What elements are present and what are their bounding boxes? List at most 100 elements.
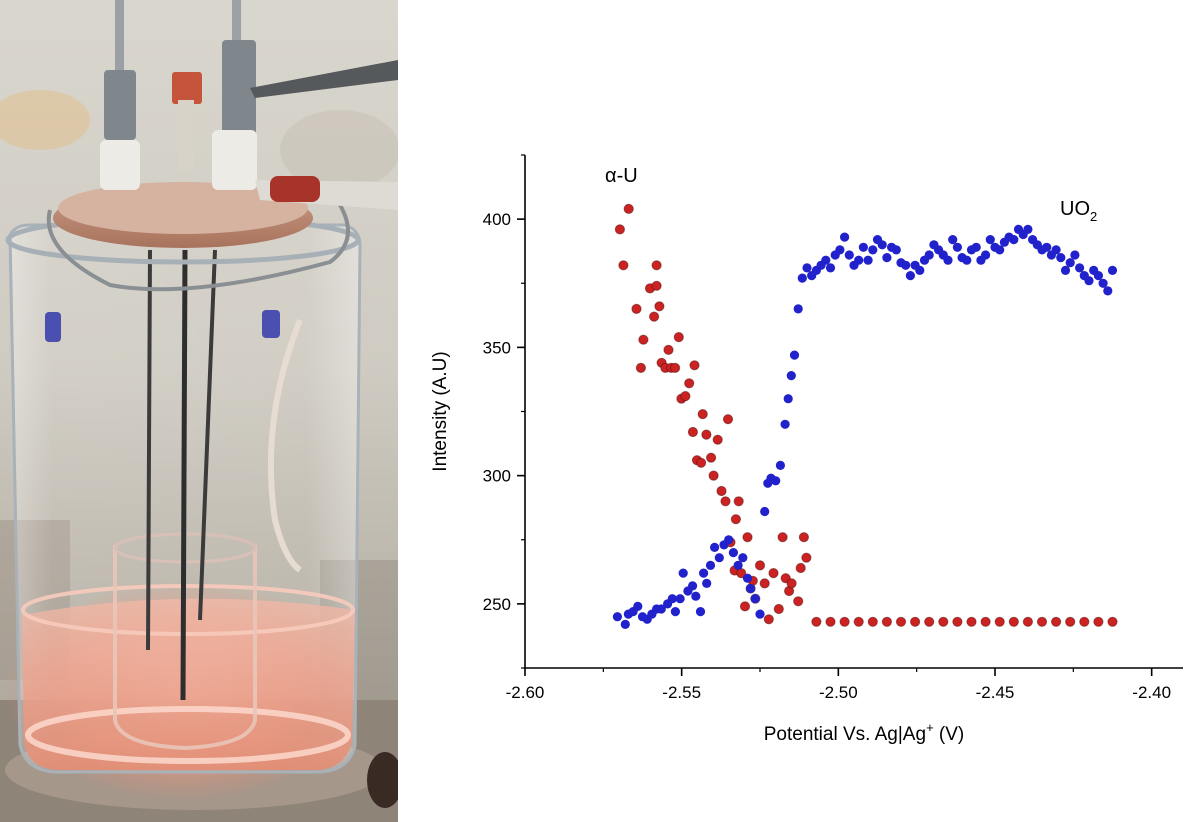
x-axis-label: Potential Vs. Ag|Ag+ (V) xyxy=(764,720,965,745)
alpha-u-point xyxy=(651,280,662,291)
alpha-u-point xyxy=(701,429,712,440)
annotation-uo2-subscript: 2 xyxy=(1090,209,1097,224)
uo2-point xyxy=(985,235,995,245)
alpha-u-point xyxy=(689,360,700,371)
alpha-u-point xyxy=(994,616,1005,627)
alpha-u-point xyxy=(966,616,977,627)
alpha-u-point xyxy=(638,334,649,345)
uo2-point xyxy=(844,250,854,260)
uo2-point xyxy=(840,232,850,242)
chart-axes: 250 300 350 400 -2.60 -2.55 -2.50 -2.45 -2.40 xyxy=(483,154,1183,702)
y-tick-label: 400 xyxy=(483,210,511,229)
uo2-point xyxy=(699,568,709,578)
alpha-u-point xyxy=(706,452,717,463)
alpha-u-point xyxy=(881,616,892,627)
alpha-u-point xyxy=(722,414,734,425)
series-alpha-u xyxy=(614,203,1118,627)
uo2-point xyxy=(924,250,934,260)
x-tick-label: -2.45 xyxy=(976,683,1015,702)
uo2-point xyxy=(821,255,831,265)
alpha-u-point xyxy=(793,596,804,607)
uo2-point xyxy=(710,542,720,553)
alpha-u-point xyxy=(1036,616,1048,627)
uo2-point xyxy=(705,560,716,571)
uo2-point xyxy=(728,548,738,558)
alpha-u-point xyxy=(670,362,681,373)
uo2-point xyxy=(1070,250,1080,260)
alpha-u-point xyxy=(811,616,822,627)
uo2-point xyxy=(1103,286,1113,296)
alpha-u-point xyxy=(649,311,660,322)
uo2-point xyxy=(825,263,836,273)
uo2-point xyxy=(858,242,868,252)
x-tick-label: -2.60 xyxy=(506,683,545,702)
uo2-point xyxy=(971,242,981,252)
annotation-alpha-u: α-U xyxy=(605,165,638,187)
uo2-point xyxy=(962,255,972,265)
alpha-u-point xyxy=(768,568,779,579)
uo2-point xyxy=(714,553,724,563)
alpha-u-point xyxy=(1008,616,1019,627)
alpha-u-point xyxy=(924,616,935,627)
alpha-u-point xyxy=(763,614,774,625)
alpha-u-point xyxy=(742,532,753,543)
uo2-point xyxy=(877,240,887,250)
alpha-u-point xyxy=(623,203,634,214)
alpha-u-point xyxy=(720,496,731,507)
uo2-point xyxy=(760,506,770,517)
uo2-point xyxy=(688,581,698,591)
uo2-point xyxy=(733,560,743,571)
uo2-point xyxy=(620,619,630,630)
alpha-u-point xyxy=(777,532,788,543)
uo2-point xyxy=(995,245,1005,255)
alpha-u-point xyxy=(663,344,674,355)
y-tick-label: 350 xyxy=(483,338,511,357)
uo2-point xyxy=(786,371,796,381)
alpha-u-point xyxy=(867,616,878,627)
uo2-point xyxy=(793,304,803,314)
uo2-point xyxy=(863,255,873,265)
alpha-u-point xyxy=(786,578,797,589)
uo2-point xyxy=(901,260,911,270)
alpha-u-point xyxy=(654,301,665,312)
alpha-u-point xyxy=(938,616,949,627)
alpha-u-point xyxy=(680,391,691,402)
uo2-point xyxy=(882,253,892,263)
uo2-point xyxy=(724,535,734,545)
alpha-u-point xyxy=(684,378,695,389)
uo2-point xyxy=(905,271,915,281)
uo2-point xyxy=(702,578,712,589)
alpha-u-point xyxy=(733,496,744,507)
uo2-point xyxy=(1084,276,1094,286)
uo2-point xyxy=(1056,253,1066,263)
alpha-u-point xyxy=(708,470,719,481)
x-axis-label-unit: (V) xyxy=(934,724,965,745)
alpha-u-point xyxy=(697,409,708,420)
uo2-point xyxy=(1060,265,1071,275)
x-axis-label-superscript: + xyxy=(926,720,934,735)
alpha-u-point xyxy=(673,332,684,343)
uo2-point xyxy=(755,609,765,619)
uo2-point xyxy=(670,607,680,617)
uo2-point xyxy=(738,553,748,563)
uo2-point xyxy=(915,265,925,275)
alpha-u-point xyxy=(895,616,907,627)
alpha-u-point xyxy=(839,616,850,627)
uo2-point xyxy=(667,594,677,604)
uo2-point xyxy=(633,601,643,612)
x-tick-label: -2.40 xyxy=(1132,683,1171,702)
alpha-u-point xyxy=(1107,616,1118,627)
uo2-point xyxy=(948,235,958,245)
alpha-u-point xyxy=(739,601,751,612)
alpha-u-point xyxy=(651,260,662,271)
uo2-point xyxy=(612,612,622,622)
uo2-point xyxy=(678,568,688,578)
alpha-u-point xyxy=(801,552,812,563)
alpha-u-point xyxy=(1051,616,1062,627)
alpha-u-point xyxy=(759,578,770,589)
alpha-u-point xyxy=(773,603,784,615)
uo2-point xyxy=(1075,263,1085,273)
alpha-u-point xyxy=(1022,616,1034,627)
uo2-point xyxy=(1051,245,1061,255)
uo2-point xyxy=(675,594,685,604)
